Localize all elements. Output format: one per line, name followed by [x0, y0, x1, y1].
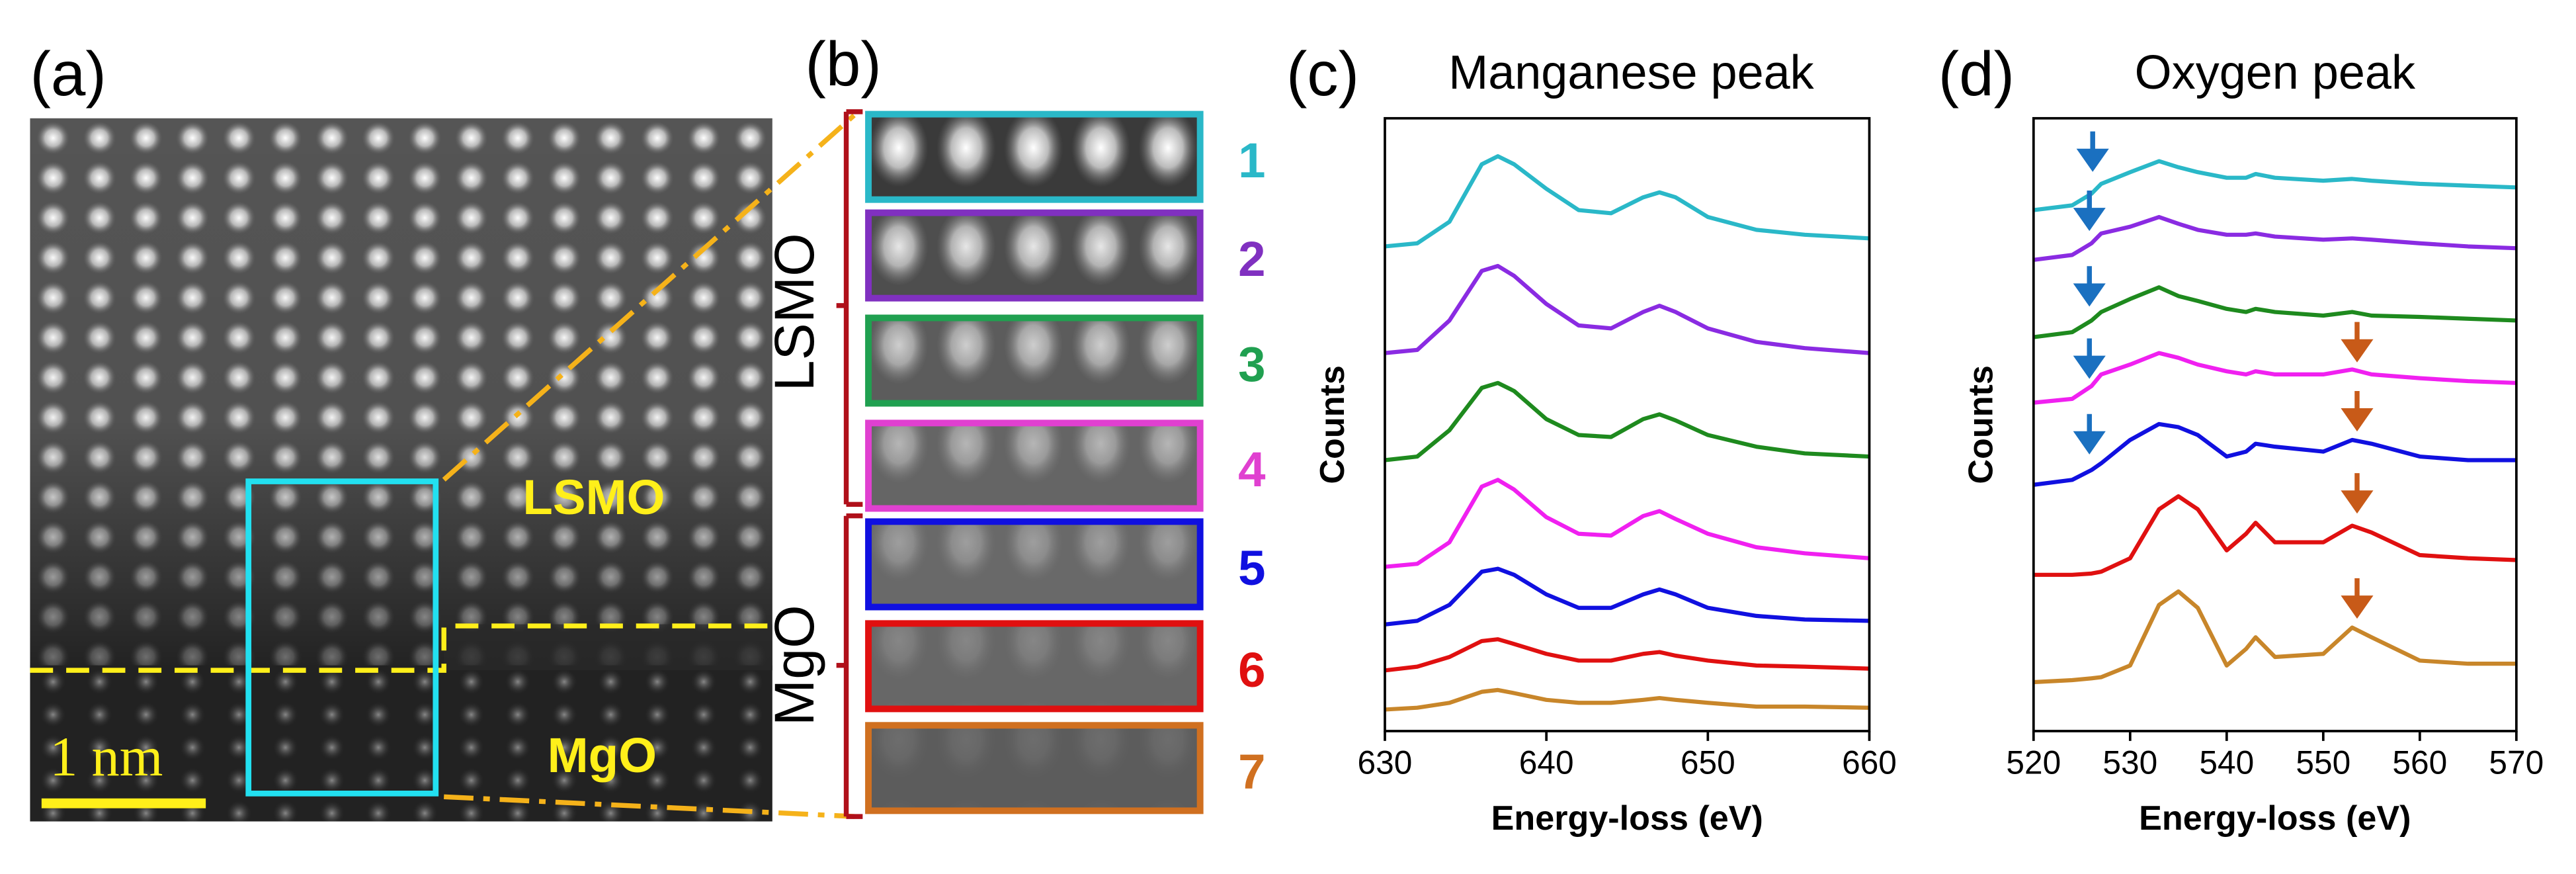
- strip-background: [866, 315, 1203, 406]
- strip-frame: [865, 518, 1204, 611]
- x-axis-label: Energy-loss (eV): [2139, 799, 2411, 838]
- x-tick-label: 570: [2489, 744, 2544, 781]
- spectrum-line: [2033, 494, 2516, 577]
- x-tick-label: 550: [2296, 744, 2350, 781]
- spectrum-line: [1384, 687, 1870, 712]
- x-tick-label: 650: [1681, 744, 1735, 781]
- x-tick-label: 560: [2392, 744, 2447, 781]
- plot-frame: [1384, 116, 1871, 732]
- strip-image: [866, 519, 1203, 610]
- y-axis-label: Counts: [1313, 365, 1352, 484]
- x-tick-label: 540: [2199, 744, 2254, 781]
- group-bracket: [836, 109, 863, 819]
- chart-title: Oxygen peak: [2135, 46, 2416, 99]
- charts: (c) Manganese peak Energy-loss (eV) Counts 6…: [1286, 39, 2544, 838]
- layer-label: LSMO: [522, 470, 665, 525]
- strip-number: 2: [1238, 232, 1265, 286]
- strip-background: [866, 210, 1203, 301]
- panel-label: (b): [805, 29, 881, 99]
- strip-number: 4: [1238, 442, 1266, 497]
- x-axis-label: Energy-loss (eV): [1491, 799, 1763, 838]
- strip-frame: [865, 110, 1204, 203]
- spectrum-line: [2033, 214, 2516, 262]
- arrow-annotations: [2073, 131, 2374, 619]
- strip-frame: [865, 314, 1204, 407]
- group-label: MgO: [763, 605, 825, 726]
- strip-frame: [865, 419, 1204, 512]
- panel-label: (d): [1938, 39, 2015, 109]
- panel-label: (c): [1286, 39, 1359, 109]
- stem-image: [30, 118, 772, 822]
- strip-image: [866, 420, 1203, 511]
- y-axis-label: Counts: [1962, 365, 2001, 484]
- spectrum-line: [2033, 351, 2516, 405]
- x-tick-label: 660: [1842, 744, 1897, 781]
- strip-frame: [865, 620, 1204, 713]
- strip-background: [866, 519, 1203, 610]
- strip-image: [866, 111, 1203, 202]
- strip-image: [866, 210, 1203, 301]
- strip-number: 5: [1238, 541, 1265, 595]
- x-tick-label: 530: [2102, 744, 2157, 781]
- strip-number: 1: [1238, 133, 1265, 188]
- spectrum-line: [2033, 421, 2516, 487]
- chart-title: Manganese peak: [1448, 46, 1814, 99]
- scale-label: 1 nm: [50, 726, 163, 788]
- spectrum-line: [2033, 589, 2516, 685]
- spectrum-line: [1384, 154, 1870, 249]
- strip-number: 7: [1238, 744, 1265, 799]
- panel-label: (a): [30, 39, 106, 109]
- spectrum-line: [2033, 285, 2516, 339]
- strip-image: [866, 315, 1203, 406]
- roi-box: [245, 478, 439, 797]
- x-tick-label: 630: [1358, 744, 1413, 781]
- strip-number: 3: [1238, 337, 1265, 392]
- strip-frame: [865, 722, 1204, 814]
- strip-frame: [865, 209, 1204, 302]
- x-tick-label: 640: [1519, 744, 1574, 781]
- strip-background: [866, 420, 1203, 511]
- layer-label: MgO: [548, 728, 657, 783]
- strip-background: [866, 722, 1203, 814]
- spectrum-line: [1384, 478, 1870, 569]
- strip-number: 6: [1238, 642, 1265, 697]
- spectrum-line: [2033, 159, 2516, 212]
- group-label: LSMO: [763, 233, 825, 391]
- spectrum-line: [1384, 263, 1870, 355]
- spectrum-line: [1384, 566, 1870, 627]
- x-tick-label: 520: [2006, 744, 2061, 781]
- strips: 1 2 3 4 5 6 7: [865, 110, 1266, 814]
- interface-line: [30, 623, 772, 673]
- spectrum-line: [1384, 637, 1870, 673]
- strip-background: [866, 621, 1203, 712]
- zoom-line: [444, 794, 855, 819]
- zoom-line: [442, 113, 856, 482]
- plot-frame: [2032, 116, 2518, 732]
- spectrum-line: [1384, 380, 1870, 462]
